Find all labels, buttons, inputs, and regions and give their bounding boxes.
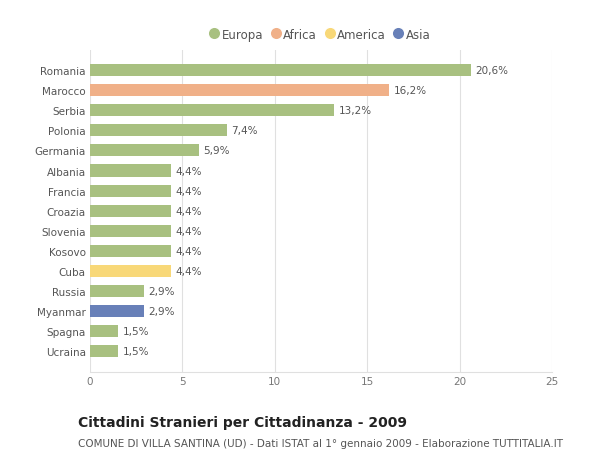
Text: 2,9%: 2,9% — [148, 286, 175, 296]
Bar — [90, 85, 389, 97]
Bar — [90, 225, 172, 237]
Bar — [90, 205, 172, 217]
Text: 16,2%: 16,2% — [394, 86, 427, 96]
Text: 4,4%: 4,4% — [176, 186, 202, 196]
Text: COMUNE DI VILLA SANTINA (UD) - Dati ISTAT al 1° gennaio 2009 - Elaborazione TUTT: COMUNE DI VILLA SANTINA (UD) - Dati ISTA… — [78, 438, 563, 448]
Legend: Europa, Africa, America, Asia: Europa, Africa, America, Asia — [206, 24, 436, 47]
Text: 4,4%: 4,4% — [176, 206, 202, 216]
Bar — [90, 165, 172, 177]
Bar — [90, 105, 334, 117]
Text: 7,4%: 7,4% — [232, 126, 258, 136]
Bar — [90, 305, 143, 317]
Text: 5,9%: 5,9% — [203, 146, 230, 156]
Text: 4,4%: 4,4% — [176, 166, 202, 176]
Text: 4,4%: 4,4% — [176, 246, 202, 256]
Bar — [90, 285, 143, 297]
Text: 1,5%: 1,5% — [122, 346, 149, 356]
Text: Cittadini Stranieri per Cittadinanza - 2009: Cittadini Stranieri per Cittadinanza - 2… — [78, 415, 407, 429]
Text: 20,6%: 20,6% — [475, 66, 508, 76]
Bar — [90, 185, 172, 197]
Text: 4,4%: 4,4% — [176, 226, 202, 236]
Bar — [90, 265, 172, 277]
Bar — [90, 145, 199, 157]
Text: 4,4%: 4,4% — [176, 266, 202, 276]
Text: 13,2%: 13,2% — [338, 106, 371, 116]
Bar — [90, 125, 227, 137]
Bar — [90, 345, 118, 357]
Text: 2,9%: 2,9% — [148, 306, 175, 316]
Bar — [90, 65, 470, 77]
Text: 1,5%: 1,5% — [122, 326, 149, 336]
Bar — [90, 245, 172, 257]
Bar — [90, 325, 118, 337]
